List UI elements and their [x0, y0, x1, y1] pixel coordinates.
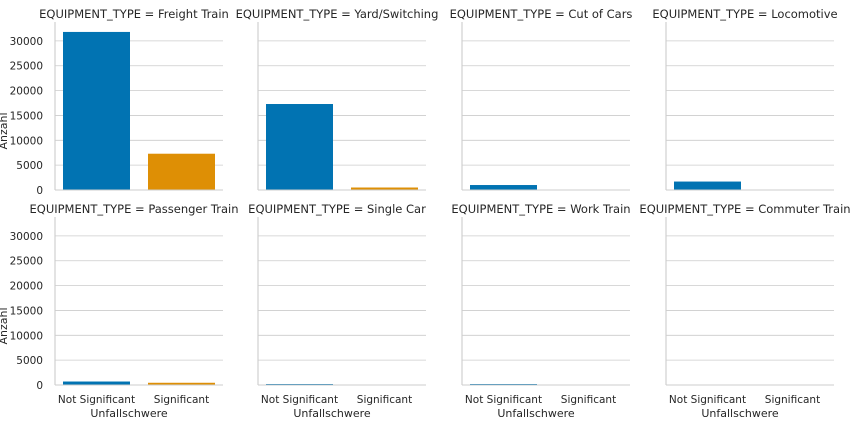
y-axis-label: Anzahl: [0, 112, 10, 149]
x-tick-label: Significant: [561, 394, 616, 406]
x-axis-label: Unfallschwere: [293, 407, 371, 420]
x-tick-label: Not Significant: [58, 394, 135, 406]
bar-not-significant: [63, 381, 130, 385]
y-tick-label: 25000: [10, 61, 43, 73]
facet-title: EQUIPMENT_TYPE = Commuter Train: [639, 202, 850, 216]
x-tick-label: Significant: [154, 394, 209, 406]
bar-not-significant: [266, 104, 333, 190]
y-tick-label: 10000: [10, 135, 43, 147]
y-axis-label: Anzahl: [0, 307, 10, 344]
facet-title: EQUIPMENT_TYPE = Locomotive: [652, 7, 837, 21]
y-tick-label: 15000: [10, 305, 43, 317]
y-tick-label: 30000: [10, 36, 43, 48]
x-axis-label: Unfallschwere: [497, 407, 575, 420]
y-tick-label: 5000: [16, 160, 43, 172]
bar-significant: [148, 382, 215, 385]
facet-title: EQUIPMENT_TYPE = Cut of Cars: [450, 7, 633, 21]
y-tick-label: 20000: [10, 86, 43, 98]
x-tick-label: Not Significant: [465, 394, 542, 406]
bar-not-significant: [63, 31, 130, 191]
facet-title: EQUIPMENT_TYPE = Single Car: [248, 202, 426, 216]
x-tick-label: Significant: [357, 394, 412, 406]
x-tick-label: Not Significant: [261, 394, 338, 406]
y-tick-label: 0: [36, 185, 43, 197]
x-axis-label: Unfallschwere: [701, 407, 779, 420]
y-tick-label: 25000: [10, 256, 43, 268]
facet-title: EQUIPMENT_TYPE = Yard/Switching: [236, 7, 439, 21]
facet-title: EQUIPMENT_TYPE = Work Train: [451, 202, 630, 216]
bar-not-significant: [470, 185, 537, 190]
y-tick-label: 5000: [16, 355, 43, 367]
x-tick-label: Significant: [765, 394, 820, 406]
y-tick-label: 0: [36, 380, 43, 392]
y-tick-label: 30000: [10, 231, 43, 243]
y-tick-label: 10000: [10, 330, 43, 342]
bar-not-significant: [674, 181, 741, 190]
y-tick-label: 20000: [10, 281, 43, 293]
y-tick-label: 15000: [10, 110, 43, 122]
facet-title: EQUIPMENT_TYPE = Passenger Train: [30, 202, 239, 216]
bar-significant: [148, 153, 215, 190]
facet-title: EQUIPMENT_TYPE = Freight Train: [39, 7, 229, 21]
x-tick-label: Not Significant: [669, 394, 746, 406]
bar-significant: [351, 187, 418, 190]
x-axis-label: Unfallschwere: [90, 407, 168, 420]
